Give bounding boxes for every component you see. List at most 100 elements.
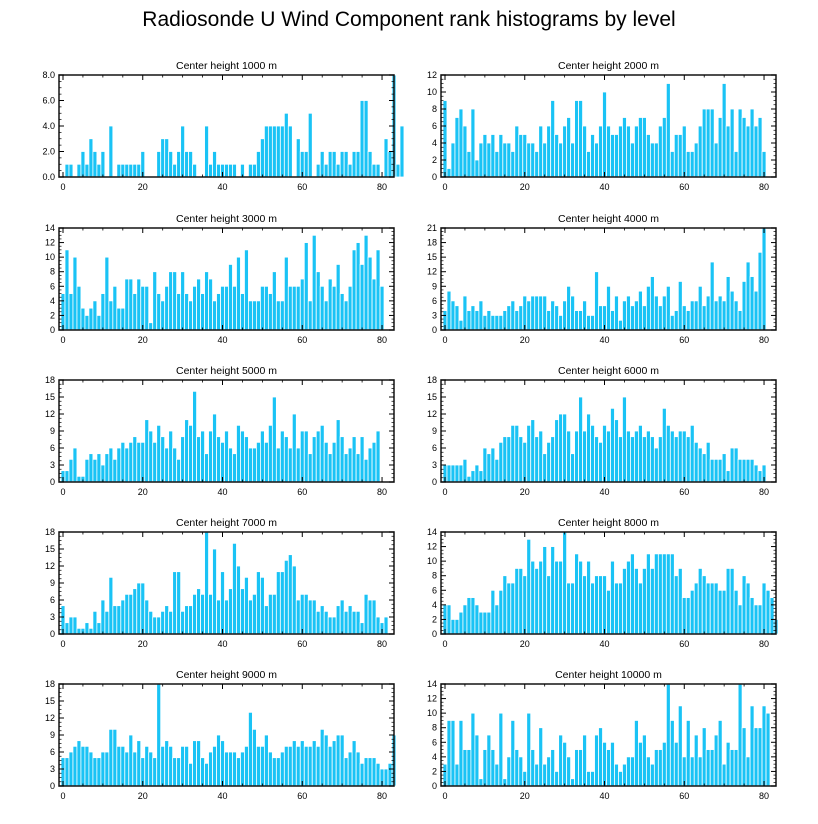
histogram-bar [717,720,723,787]
histogram-bar [252,300,257,331]
histogram-bar [315,430,321,483]
histogram-bar [594,271,599,331]
histogram-bar [216,293,221,331]
histogram-bar [283,745,289,787]
histogram-bar [634,125,639,178]
y-tick-label: 6 [432,121,437,131]
histogram-bar [514,749,520,787]
histogram-bar [156,293,162,331]
histogram-bar [630,553,635,635]
histogram-bar [510,300,516,331]
histogram-bar [299,740,305,787]
histogram-bar [454,763,460,787]
histogram-bar [486,453,492,483]
histogram-bar [383,616,389,635]
histogram-bar [200,593,205,635]
histogram-bar [196,588,201,635]
histogram-bar [104,610,110,635]
histogram-bar [204,453,209,483]
histogram-bar [677,134,683,178]
histogram-bar [582,430,587,483]
histogram-bar [502,142,508,178]
histogram-bar [343,300,349,331]
histogram-bar [168,151,174,178]
x-tick-label: 40 [600,487,610,497]
y-tick-label: 2.0 [42,147,55,157]
histogram-bar [697,447,703,483]
histogram-bar [454,117,460,178]
histogram-bar [482,134,488,178]
histogram-bar [279,300,285,331]
histogram-bar [307,453,313,483]
histogram-bar [502,310,508,331]
histogram-bar [156,616,162,635]
histogram-bar [610,560,615,635]
histogram-bar [474,464,480,483]
histogram-bar [649,763,655,787]
histogram-bar [634,300,639,331]
histogram-bar [323,300,329,331]
y-tick-label: 6 [50,281,55,291]
histogram-bar [669,430,675,483]
histogram-bar [375,163,381,178]
histogram-bar [542,546,548,635]
histogram-bar [689,151,695,178]
histogram-bar [371,441,377,483]
histogram-bar [355,751,361,787]
histogram-bar [642,305,647,331]
histogram-bar [502,575,508,635]
histogram-bar [486,734,492,787]
histogram-bar [634,568,639,635]
histogram-bar [331,740,337,787]
histogram-bar [112,605,118,635]
histogram-bar [478,142,484,178]
histogram-bar [303,745,309,787]
histogram-bar [387,151,393,178]
histogram-bar [737,310,743,331]
histogram-bar [677,281,683,331]
panel-title: Center height 9000 m [176,669,277,681]
histogram-bar [522,441,528,483]
histogram-bar [335,264,341,331]
y-tick-label: 8 [50,267,55,277]
histogram-bar [745,458,751,483]
histogram-bar [757,117,763,178]
histogram-bar [108,125,114,178]
histogram-bar [224,430,229,483]
histogram-bar [200,757,205,787]
histogram-bar [550,100,556,178]
histogram-bar [713,458,719,483]
histogram-bar [661,407,667,483]
histogram-bar [594,436,599,483]
histogram-bar [546,756,552,787]
histogram-bar [657,305,663,331]
histogram-bar [76,285,82,331]
y-tick-label: 3 [50,764,55,774]
histogram-bar [263,285,269,331]
histogram-bar [124,593,130,635]
histogram-bar [490,315,496,331]
histogram-bar [626,756,631,787]
histogram-bar [602,741,607,787]
histogram-bar [184,419,190,483]
y-tick-label: 6.0 [42,96,55,106]
histogram-bar [705,441,711,483]
panel-title: Center height 7000 m [176,517,277,529]
histogram-bar [283,559,289,635]
histogram-bar [208,430,213,483]
histogram-bar [462,749,468,787]
histogram-bar [486,310,492,331]
histogram-bar [482,749,488,787]
x-tick-label: 20 [138,335,148,345]
x-tick-label: 0 [60,487,65,497]
histogram-bar [248,163,253,178]
histogram-bar [327,151,333,178]
histogram-bar [188,300,194,331]
chart-panel: Center height 3000 m 0 20 40 60 80 0 2 4 6 8 10 12 14 [45,213,395,345]
histogram-bar [689,300,695,331]
x-tick-label: 0 [60,639,65,649]
histogram-bar [80,745,86,787]
histogram-bar [466,310,472,331]
histogram-bar [116,605,122,635]
histogram-bar [606,589,611,635]
